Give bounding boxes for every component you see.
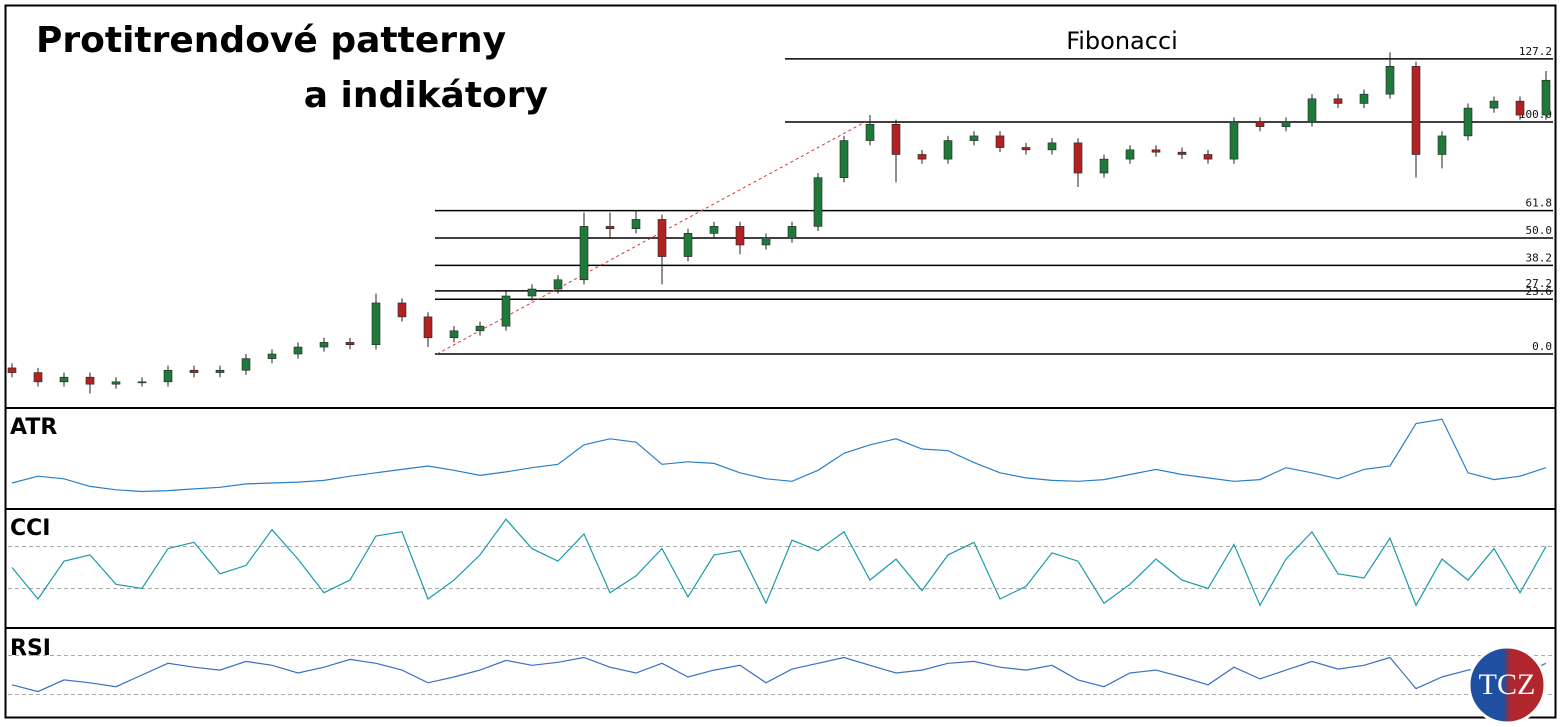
candle-body [1099,158,1109,174]
candle-body [605,226,615,230]
candle-body [1411,66,1421,155]
candle-body [1229,121,1239,160]
candle-body [1281,121,1291,127]
candle-body [1021,147,1031,151]
chart-title: Fibonacci [1066,27,1178,55]
candle-body [319,342,329,348]
candle-body [917,154,927,160]
candle-body [969,135,979,141]
candle-body [1385,66,1395,95]
candle-body [1515,100,1525,116]
logo: TCZ [1467,645,1547,725]
candle-body [423,316,433,339]
candle-body [1307,98,1317,123]
candle-body [137,381,147,384]
candle-body [7,367,17,373]
candle-body [501,295,511,327]
candle-body [943,140,953,160]
candle-body [189,369,199,373]
fib-label: 127.2 [1519,45,1552,58]
candle-body [657,219,667,257]
candle-body [1463,107,1473,137]
candle-body [1359,93,1369,104]
candle-body [1437,135,1447,155]
candle-body [1177,151,1187,155]
candle-body [241,358,251,371]
indicator-line [11,656,1547,693]
candle-body [683,233,693,257]
candle-body [813,177,823,227]
panel-title: RSI [10,636,51,661]
candle-body [293,346,303,355]
logo-circle [1467,645,1547,725]
fib-label: 27.2 [1526,277,1553,290]
page-title: a indikátory [304,75,548,116]
fib-label: 0.0 [1532,340,1552,353]
fib-label: 50.0 [1526,224,1553,237]
candle-body [553,279,563,290]
candle-body [163,369,173,383]
fib-label: 23.6 [1526,285,1553,298]
fib-label: 38.2 [1526,251,1553,264]
candle-body [1125,149,1135,160]
candle-body [85,376,95,385]
candle-body [59,376,69,383]
candle-body [371,302,381,346]
logo-text: TCZ [1479,668,1536,701]
candle-body [1333,98,1343,104]
candle-body [1047,142,1057,151]
candle-body [267,353,277,359]
indicator-line [11,518,1547,607]
candle-body [527,288,537,297]
fib-label: 61.8 [1526,197,1553,210]
candle-body [787,226,797,239]
candle-body [475,325,485,332]
candle-body [839,140,849,178]
candle-body [33,372,43,383]
candle-body [995,135,1005,148]
candle-body [631,219,641,230]
candle-body [709,226,719,234]
candle-body [449,330,459,339]
frame [4,4,1557,719]
panel-title: ATR [10,415,57,440]
candle-body [215,369,225,373]
candle-body [865,124,875,141]
candle-body [891,124,901,155]
candle-body [1203,154,1213,160]
candle-body [1151,149,1161,153]
candle-body [345,342,355,346]
candle-body [1541,79,1551,116]
indicator-line [11,418,1547,493]
candle-body [111,381,121,385]
candle-body [1255,121,1265,127]
candle-body [761,237,771,246]
panel-title: CCI [10,516,50,541]
candle-body [1073,142,1083,174]
candle-body [735,226,745,246]
candle-body [1489,100,1499,109]
page-title: Protitrendové patterny [36,20,506,61]
candle-body [397,302,407,318]
candle-body [579,226,589,281]
